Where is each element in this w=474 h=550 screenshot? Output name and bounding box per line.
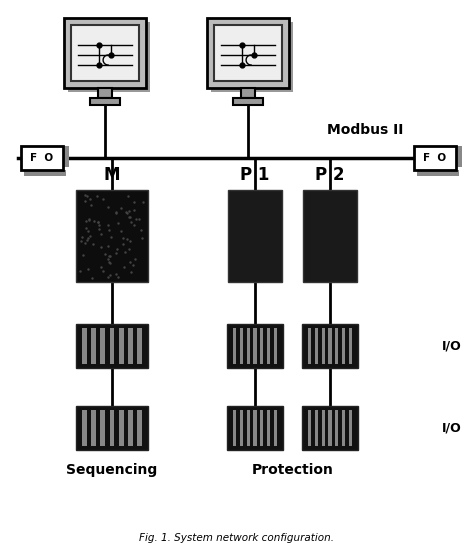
Bar [68,22,150,92]
Bar [321,328,325,364]
Bar [315,410,318,446]
Bar [207,18,289,88]
Text: F  O: F O [423,153,447,163]
Bar [246,410,250,446]
Bar [91,410,96,446]
Bar [227,324,283,368]
Text: P 1: P 1 [240,166,270,184]
Bar [100,410,105,446]
Bar [21,146,63,170]
Bar [456,146,462,167]
Bar [253,410,257,446]
Text: M: M [104,166,120,184]
Bar [82,410,87,446]
Bar [260,410,264,446]
Bar [100,328,105,364]
Bar [63,146,69,167]
Bar [335,328,338,364]
Bar [82,328,87,364]
Bar [71,25,139,81]
Bar [267,328,270,364]
Bar [64,18,146,88]
Bar [308,410,311,446]
Bar [211,22,293,92]
Bar [109,328,114,364]
Bar [137,410,142,446]
Bar [227,406,283,450]
Text: Sequencing: Sequencing [66,463,158,477]
Bar [414,146,456,170]
Bar [302,406,358,450]
Bar [302,324,358,368]
Bar [315,328,318,364]
Bar [128,328,133,364]
Bar [253,328,257,364]
Text: Protection: Protection [252,463,333,477]
Bar [76,406,148,450]
Bar [308,328,311,364]
Text: P 2: P 2 [315,166,345,184]
Bar [24,170,66,176]
Bar [119,328,124,364]
Text: Fig. 1. System network configuration.: Fig. 1. System network configuration. [139,533,335,543]
Bar [260,328,264,364]
Text: F  O: F O [30,153,54,163]
Bar [246,328,250,364]
Bar [109,410,114,446]
Text: I/O: I/O [442,339,462,353]
Bar [267,410,270,446]
Bar [76,190,148,282]
Bar [119,410,124,446]
Text: I/O: I/O [442,421,462,434]
Bar [228,190,282,282]
Bar [328,328,332,364]
Bar [128,410,133,446]
Bar [348,328,352,364]
Bar [76,324,148,368]
Bar [240,410,243,446]
Bar [90,98,120,105]
Bar [98,88,112,98]
Bar [137,328,142,364]
Bar [321,410,325,446]
Bar [91,328,96,364]
Bar [233,328,237,364]
Text: Modbus II: Modbus II [327,123,403,137]
Bar [328,410,332,446]
Bar [233,98,263,105]
Bar [273,328,277,364]
Bar [342,410,345,446]
Bar [273,410,277,446]
Bar [233,410,237,446]
Bar [214,25,282,81]
Bar [240,328,243,364]
Bar [342,328,345,364]
Bar [417,170,459,176]
Bar [348,410,352,446]
Bar [335,410,338,446]
Bar [241,88,255,98]
Bar [303,190,357,282]
